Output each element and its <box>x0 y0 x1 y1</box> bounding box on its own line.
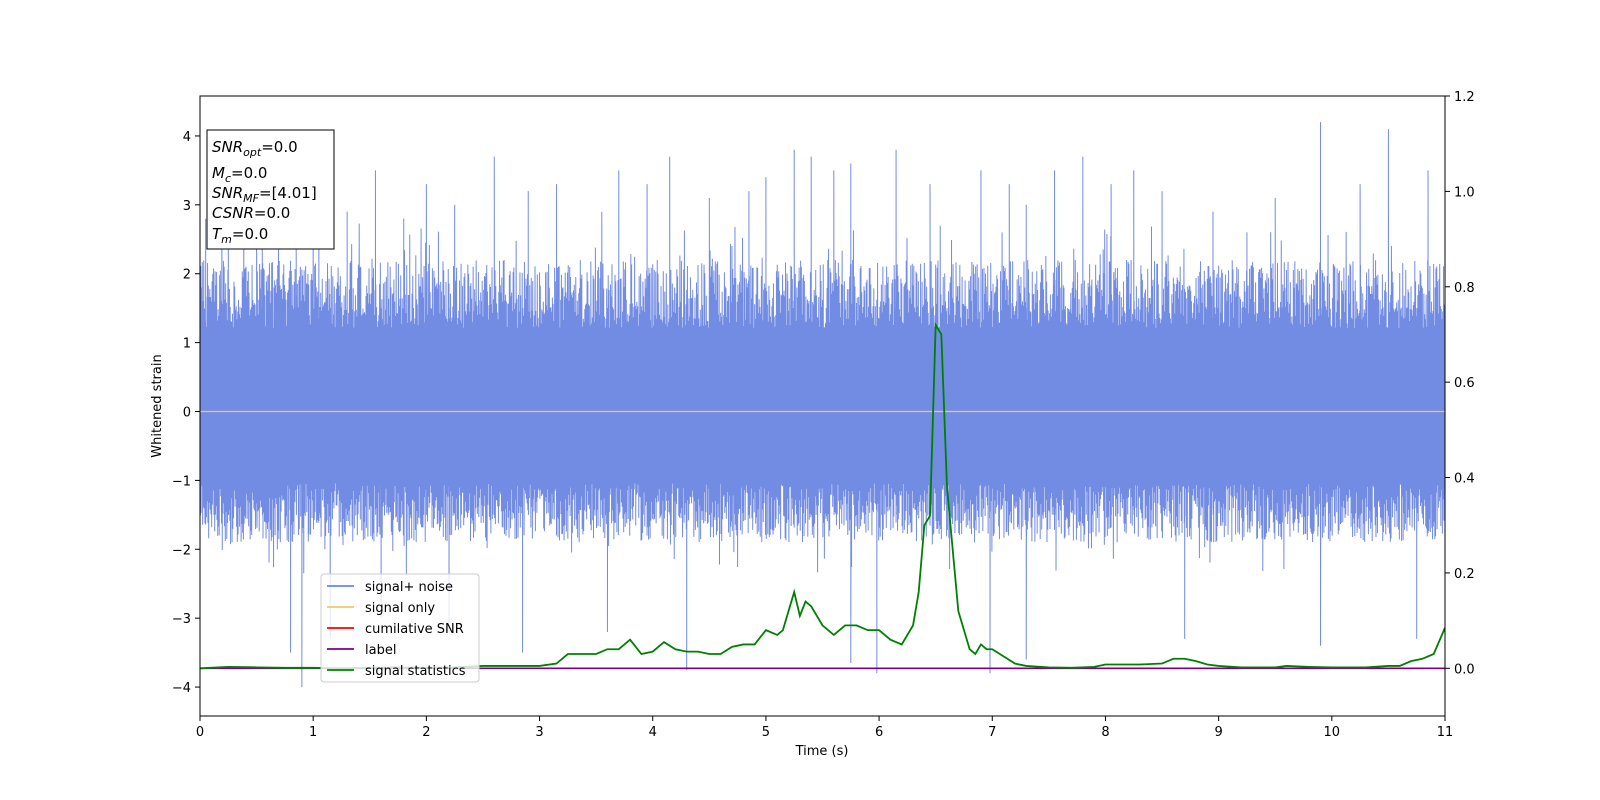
info-tm-subscript: m <box>221 233 232 246</box>
x-tick-label: 9 <box>1214 725 1222 740</box>
x-tick-label: 10 <box>1324 725 1341 740</box>
info-mc-subscript: c <box>225 172 231 185</box>
x-tick-label: 6 <box>875 725 883 740</box>
legend: signal+ noise signal only cumilative SNR la… <box>320 573 480 683</box>
y-axis-label: Whitened strain <box>150 354 165 457</box>
series-signal-noise <box>200 122 1445 688</box>
legend-label: signal statistics <box>365 664 466 679</box>
legend-label: signal+ noise <box>365 580 453 595</box>
info-snr-mf: SNRMF=[4.01] <box>212 184 317 205</box>
info-snr-mf-subscript: MF <box>243 192 259 205</box>
plot-frame <box>199 95 1446 717</box>
y2-tick-label: 0.2 <box>1454 567 1475 582</box>
x-tick-label: 2 <box>422 725 430 740</box>
info-csnr: CSNR=0.0 <box>212 204 290 222</box>
info-snr-opt-subscript: opt <box>243 146 262 159</box>
y-tick-label: −3 <box>172 612 191 627</box>
x-axis-label: Time (s) <box>795 744 849 759</box>
y2-tick-label: 0.8 <box>1454 281 1475 296</box>
x-tick-label: 11 <box>1437 725 1454 740</box>
y-tick-label: −2 <box>172 543 191 558</box>
y2-tick-label: 0.4 <box>1454 472 1475 487</box>
x-tick-label: 7 <box>988 725 996 740</box>
info-snr-opt-value: =0.0 <box>261 138 297 156</box>
x-tick-label: 3 <box>535 725 543 740</box>
y2-tick-label: 0.0 <box>1454 662 1475 677</box>
info-tm-value: =0.0 <box>232 225 268 243</box>
y-tick-label: 2 <box>183 268 191 283</box>
y-tick-label: 1 <box>183 337 191 352</box>
legend-entries: signal+ noise signal only cumilative SNR la… <box>327 580 466 679</box>
series-signal-statistics <box>200 321 1445 670</box>
info-box-frame <box>206 129 335 250</box>
info-csnr-symbol: CSNR <box>212 204 254 222</box>
y-tick-label: 4 <box>183 130 191 145</box>
info-box: SNRopt=0.0 Mc=0.0 SNRMF=[4.01] CSNR=0.0 … <box>206 129 335 250</box>
y2-tick-label: 1.0 <box>1454 185 1475 200</box>
x-tick-label: 5 <box>762 725 770 740</box>
legend-frame <box>320 573 480 683</box>
legend-label: cumilative SNR <box>365 622 464 637</box>
info-snr-opt-symbol: SNR <box>212 138 243 156</box>
y2-tick-label: 0.6 <box>1454 376 1475 391</box>
y-axis-right: 1.2 1.0 0.8 0.6 0.4 0.2 0.0 <box>1445 90 1475 677</box>
y-tick-label: 3 <box>183 199 191 214</box>
info-csnr-value: =0.0 <box>254 204 290 222</box>
info-snr-mf-value: =[4.01] <box>259 184 317 202</box>
x-axis: 0 1 2 3 4 5 6 7 8 9 10 11 <box>196 716 1453 740</box>
info-snr-opt: SNRopt=0.0 <box>212 138 298 159</box>
info-tm: Tm=0.0 <box>212 225 268 246</box>
y-tick-label: −1 <box>172 474 191 489</box>
legend-label: signal only <box>365 601 435 616</box>
y-tick-label: −4 <box>172 681 191 696</box>
info-mc: Mc=0.0 <box>212 164 267 185</box>
info-snr-mf-symbol: SNR <box>212 184 243 202</box>
x-tick-label: 8 <box>1101 725 1109 740</box>
info-mc-symbol: M <box>212 164 225 182</box>
y2-tick-label: 1.2 <box>1454 90 1475 105</box>
y-axis-left: 4 3 2 1 0 −1 −2 −3 −4 <box>172 130 200 696</box>
info-mc-value: =0.0 <box>231 164 267 182</box>
x-tick-label: 1 <box>309 725 317 740</box>
y-tick-label: 0 <box>183 406 191 421</box>
x-tick-label: 4 <box>649 725 657 740</box>
info-tm-symbol: T <box>212 225 223 243</box>
legend-label: label <box>365 643 396 658</box>
x-tick-label: 0 <box>196 725 204 740</box>
